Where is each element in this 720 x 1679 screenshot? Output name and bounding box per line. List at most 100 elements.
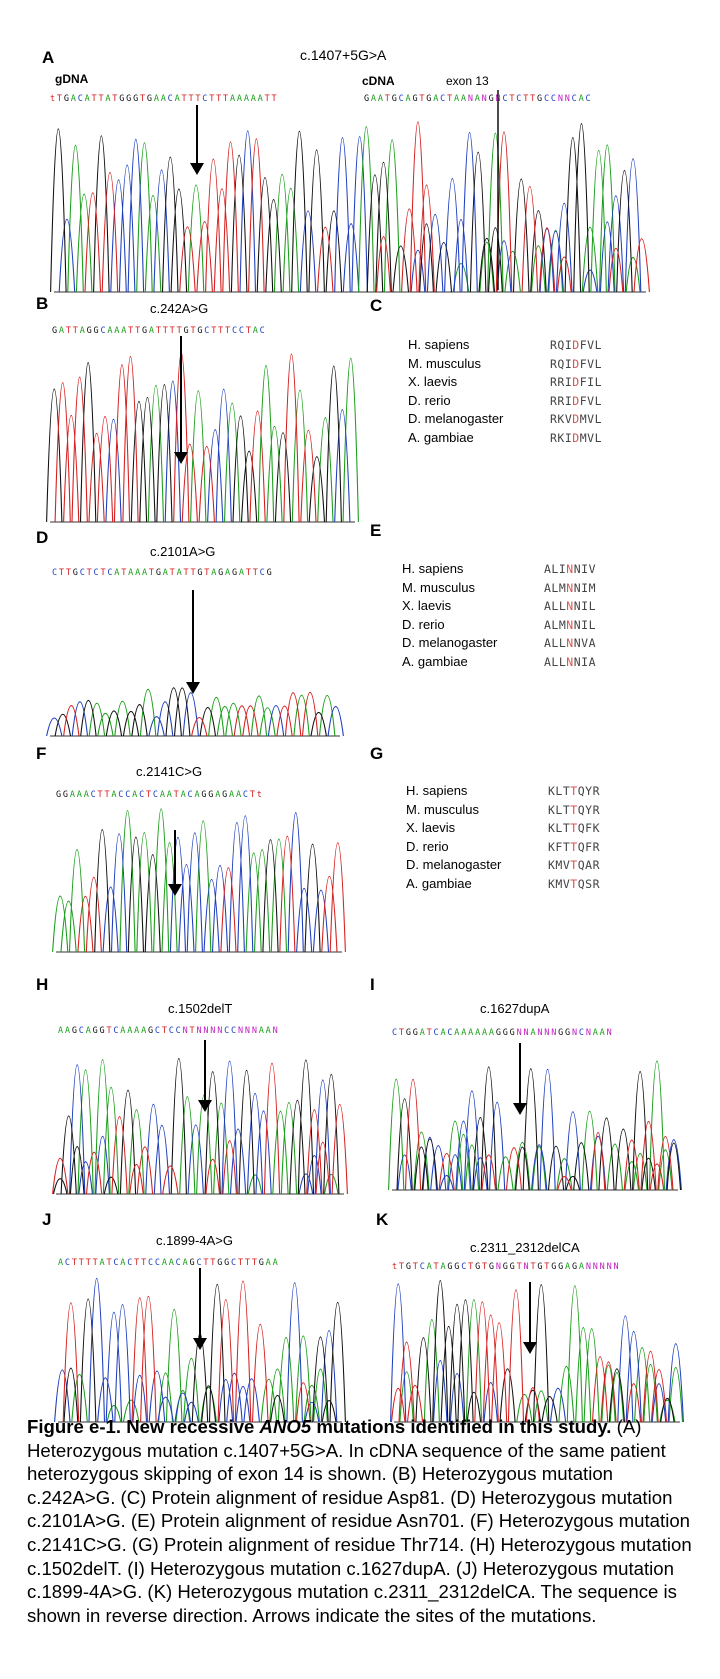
conserved-residue: N	[566, 636, 574, 650]
alignment-row: M. musculus ALMNNIM	[402, 579, 596, 598]
residue-sequence: ALLNNIA	[544, 654, 596, 669]
panel-g-label: G	[370, 744, 384, 763]
panel-i-sequence: CTGGATCACAAAAAAGGGNNANNNGGNCNAAN	[392, 1028, 614, 1038]
residue-sequence: KMVTQSR	[548, 876, 600, 891]
alignment-row: A. gambiae KMVTQSR	[406, 875, 600, 894]
panel-d-arrow	[186, 590, 200, 694]
panel-b-arrow	[174, 336, 188, 464]
panel-d-label: D	[36, 528, 49, 547]
conserved-residue: T	[570, 839, 578, 854]
residue-sequence: RKIDMVL	[550, 430, 602, 445]
residue-sequence: KMVTQAR	[548, 858, 600, 872]
panel-b-label: B	[36, 294, 49, 313]
panel-j-arrow	[193, 1268, 207, 1350]
conserved-residue: T	[570, 858, 578, 872]
residue-sequence: RKVDMVL	[550, 412, 602, 426]
species-name: H. sapiens	[402, 561, 464, 576]
species-name: D. melanogaster	[402, 635, 498, 650]
panel-f-mutation: c.2141C>G	[136, 764, 203, 779]
species-name: D. melanogaster	[406, 857, 502, 872]
conserved-residue: D	[572, 393, 580, 408]
panel-i-mutation: c.1627dupA	[480, 1001, 550, 1016]
panel-f-trace	[52, 808, 346, 953]
conserved-residue: N	[566, 654, 574, 669]
conserved-residue: D	[572, 412, 580, 426]
alignment-row: D. rerio KFTTQFR	[406, 838, 600, 857]
panel-k-label: K	[376, 1210, 389, 1229]
panel-h-arrow	[198, 1040, 212, 1112]
residue-sequence: KLTTQFK	[548, 821, 600, 835]
panel-i-arrow	[513, 1043, 527, 1115]
panel-f-arrow	[168, 830, 182, 896]
panel-d-trace	[46, 687, 344, 737]
conserved-residue: T	[570, 821, 578, 835]
alignment-row: X. laevis RRIDFIL	[408, 373, 602, 392]
conserved-residue: D	[572, 338, 580, 352]
alignment-row: D. melanogaster ALLNNVA	[402, 634, 596, 653]
alignment-row: M. musculus RQIDFVL	[408, 355, 602, 374]
panel-k-sequence: tTGTCATAGGCTGTGNGGTNTGTGGAGANNNNN	[392, 1262, 621, 1272]
species-name: A. gambiae	[408, 429, 474, 445]
residue-sequence: KLTTQYR	[548, 784, 600, 798]
panel-a-mutation: c.1407+5G>A	[300, 47, 387, 63]
panel-a-exon-boundary-line	[497, 90, 499, 290]
panel-h-sequence: AAGCAGGTCAAAAGCTCCNTNNNNCCNNNAAN	[58, 1026, 280, 1036]
species-name: H. sapiens	[406, 783, 468, 798]
caption-body: (A) Heterozygous mutation c.1407+5G>A. I…	[27, 1416, 692, 1626]
conserved-residue: D	[572, 356, 580, 371]
figure-caption: Figure e-1. New recessive ANO5 mutations…	[27, 1415, 699, 1627]
alignment-row: X. laevis KLTTQFK	[406, 819, 600, 838]
alignment-row: H. sapiens KLTTQYR	[406, 782, 600, 801]
species-name: D. rerio	[408, 392, 451, 408]
species-name: D. melanogaster	[408, 411, 504, 426]
alignment-row: D. melanogaster KMVTQAR	[406, 856, 600, 875]
gdna-label: gDNA	[55, 72, 89, 86]
alignment-row: A. gambiae ALLNNIA	[402, 653, 596, 672]
panel-a-gdna-trace	[50, 128, 368, 293]
panel-f-sequence: GGAAACTTACCACTCAATACAGGAGAACTt	[56, 790, 264, 800]
panel-d-sequence: CTTGCTCTCATAAATGATATTGTAGAGATTCG	[52, 568, 274, 578]
panel-b-trace	[46, 352, 359, 523]
alignment-row: H. sapiens RQIDFVL	[408, 336, 602, 355]
cdna-label: cDNA	[362, 74, 395, 88]
panel-a-gdna-arrow	[190, 105, 204, 175]
panel-c-label: C	[370, 296, 383, 315]
panel-h-trace	[52, 1057, 348, 1195]
panel-i-label: I	[370, 975, 375, 994]
conserved-residue: N	[566, 617, 574, 632]
species-name: X. laevis	[402, 598, 452, 613]
species-name: D. rerio	[402, 616, 445, 632]
panel-d-mutation: c.2101A>G	[150, 544, 216, 559]
conserved-residue: D	[572, 430, 580, 445]
caption-heading: Figure e-1. New recessive ANO5 mutations…	[27, 1416, 612, 1437]
cdna-sequence: GAATGCAGTGACTAANANGNCTCTTGCCNNCAC	[364, 94, 593, 104]
residue-sequence: RRIDFVL	[550, 393, 602, 408]
residue-sequence: RRIDFIL	[550, 375, 602, 389]
panel-h-label: H	[36, 975, 49, 994]
residue-sequence: RQIDFVL	[550, 356, 602, 371]
alignment-row: D. rerio RRIDFVL	[408, 392, 602, 411]
panel-c-alignment: H. sapiens RQIDFVL M. musculus RQIDFVL X. la…	[408, 336, 602, 447]
panel-k-mutation: c.2311_2312delCA	[470, 1240, 580, 1255]
residue-sequence: ALLNNVA	[544, 636, 596, 650]
residue-sequence: ALMNNIM	[544, 580, 596, 595]
panel-k-trace	[390, 1279, 684, 1423]
residue-sequence: KFTTQFR	[548, 839, 600, 854]
alignment-row: D. melanogaster RKVDMVL	[408, 410, 602, 429]
alignment-row: A. gambiae RKIDMVL	[408, 429, 602, 448]
conserved-residue: T	[570, 802, 578, 817]
panel-b-mutation: c.242A>G	[150, 301, 209, 316]
species-name: D. rerio	[406, 838, 449, 854]
alignment-row: M. musculus KLTTQYR	[406, 801, 600, 820]
species-name: A. gambiae	[402, 653, 468, 669]
species-name: M. musculus	[406, 801, 479, 817]
panel-j-trace	[54, 1277, 346, 1423]
species-name: M. musculus	[408, 355, 481, 371]
residue-sequence: KLTTQYR	[548, 802, 600, 817]
panel-a-cdna-trace	[358, 121, 650, 293]
panel-g-alignment: H. sapiens KLTTQYR M. musculus KLTTQYR X. la…	[406, 782, 600, 893]
conserved-residue: D	[572, 375, 580, 389]
panel-j-label: J	[42, 1210, 52, 1229]
panel-a-label: A	[42, 48, 55, 67]
gdna-sequence: tTGACATTATGGGTGAACATTTCTTTAAAAATT	[50, 94, 279, 104]
